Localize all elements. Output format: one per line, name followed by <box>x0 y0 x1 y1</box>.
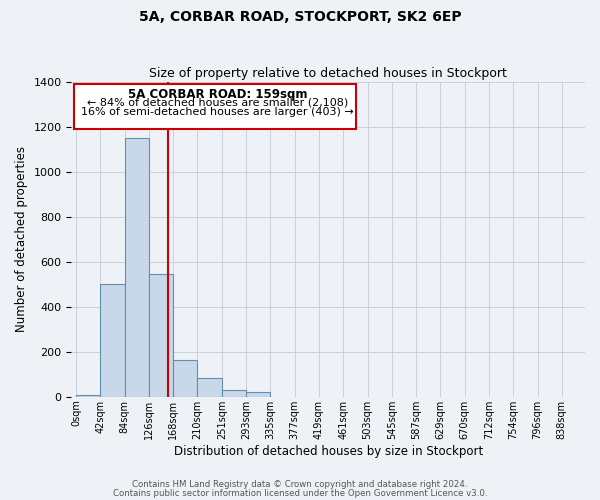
Bar <box>173 360 197 397</box>
Bar <box>100 284 125 397</box>
Text: Contains HM Land Registry data © Crown copyright and database right 2024.: Contains HM Land Registry data © Crown c… <box>132 480 468 489</box>
X-axis label: Distribution of detached houses by size in Stockport: Distribution of detached houses by size … <box>173 444 483 458</box>
Title: Size of property relative to detached houses in Stockport: Size of property relative to detached ho… <box>149 66 507 80</box>
Bar <box>125 138 149 397</box>
Text: 16% of semi-detached houses are larger (403) →: 16% of semi-detached houses are larger (… <box>82 107 354 117</box>
Bar <box>246 392 271 397</box>
Bar <box>149 274 173 397</box>
Bar <box>197 378 222 397</box>
Text: 5A CORBAR ROAD: 159sqm: 5A CORBAR ROAD: 159sqm <box>128 88 308 101</box>
FancyBboxPatch shape <box>74 84 356 130</box>
Bar <box>222 390 246 397</box>
Text: 5A, CORBAR ROAD, STOCKPORT, SK2 6EP: 5A, CORBAR ROAD, STOCKPORT, SK2 6EP <box>139 10 461 24</box>
Text: Contains public sector information licensed under the Open Government Licence v3: Contains public sector information licen… <box>113 489 487 498</box>
Text: ← 84% of detached houses are smaller (2,108): ← 84% of detached houses are smaller (2,… <box>87 97 349 107</box>
Y-axis label: Number of detached properties: Number of detached properties <box>15 146 28 332</box>
Bar <box>76 394 100 397</box>
